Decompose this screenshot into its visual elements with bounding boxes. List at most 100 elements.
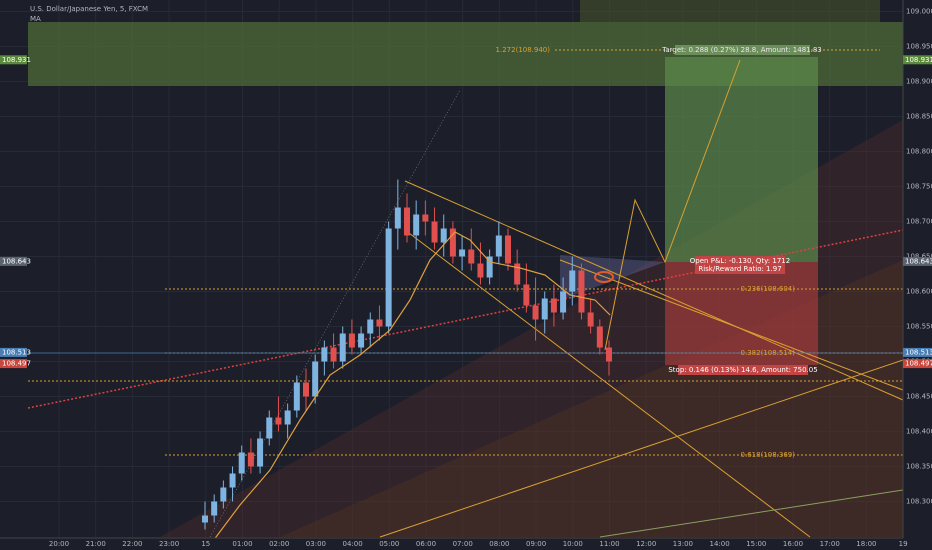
fib-label: 0.618(108.369)	[741, 451, 796, 459]
time-tick-label: 05:00	[379, 540, 399, 548]
moving-average	[209, 231, 611, 546]
time-tick-label: 01:00	[232, 540, 252, 548]
price-tick-label: 108.800	[906, 148, 932, 156]
time-tick-label: 07:00	[453, 540, 473, 548]
target-label: Target: 0.288 (0.27%) 28.8, Amount: 1481…	[661, 46, 822, 54]
price-tick-label: 109.000	[906, 8, 932, 16]
projection	[604, 59, 741, 351]
axis-labels: 109.000 108.950 108.900 108.850 108.800 108.7…	[0, 8, 932, 548]
candle-body	[220, 487, 227, 502]
candle-body	[514, 263, 521, 285]
candle-body	[495, 235, 502, 257]
candle-body	[229, 473, 236, 488]
upper-band	[580, 0, 880, 22]
candle-body	[550, 298, 557, 313]
eye-icon	[594, 271, 614, 283]
time-tick-label: 09:00	[526, 540, 546, 548]
candle-body	[505, 235, 511, 264]
price-tick-label: 108.850	[906, 113, 932, 121]
candle-body	[477, 263, 484, 278]
time-tick-label: 04:00	[343, 540, 363, 548]
candle-body	[578, 270, 585, 313]
price-tag	[903, 256, 932, 266]
candle-body	[358, 333, 365, 348]
candle-body	[413, 214, 420, 236]
price-tick-label: 108.950	[906, 43, 932, 51]
fan-line	[599, 489, 904, 538]
pnl-label: Open P&L: -0.130, Qty: 1712	[690, 257, 790, 265]
candle-body	[376, 319, 383, 327]
price-tag-label: 108.643	[905, 257, 932, 265]
time-tick-label: 15	[201, 540, 210, 548]
price-tick-label: 108.550	[906, 323, 932, 331]
time-tick-label: 17:00	[820, 540, 840, 548]
time-tick-label: 15:00	[746, 540, 766, 548]
candle-body	[459, 249, 466, 257]
price-tick-label: 108.600	[906, 288, 932, 296]
price-tick-label: 108.350	[906, 463, 932, 471]
price-tick-label: 108.400	[906, 428, 932, 436]
target-box	[675, 45, 810, 55]
candle-body	[247, 452, 254, 467]
price-tag	[0, 359, 27, 369]
time-tick-label: 02:00	[269, 540, 289, 548]
price-tag	[0, 256, 27, 266]
time-tick-label: 03:00	[306, 540, 326, 548]
candle-body	[367, 319, 374, 334]
candle-body	[238, 452, 245, 474]
price-tag-label: 108.497	[905, 360, 932, 368]
price-tick-label: 108.450	[906, 393, 932, 401]
candle-body	[449, 228, 456, 257]
candle-body	[440, 228, 447, 243]
candle-body	[275, 417, 282, 425]
price-tick-label: 108.700	[906, 218, 932, 226]
candle-body	[486, 256, 493, 278]
price-axis	[903, 0, 932, 550]
price-tag	[0, 55, 27, 65]
fan-line	[559, 259, 904, 391]
candle-body	[303, 382, 309, 397]
candle-body	[596, 326, 603, 348]
price-tag	[903, 347, 932, 357]
candle-body	[422, 214, 429, 222]
candle-body	[348, 333, 355, 348]
candle-body	[321, 347, 328, 362]
candle-body	[431, 221, 438, 243]
candle-body	[293, 382, 300, 411]
candle-body	[587, 312, 594, 327]
candle-body	[284, 410, 291, 425]
price-tag-label: 108.513	[2, 348, 31, 356]
candle-body	[257, 438, 264, 467]
candle-body	[202, 515, 208, 523]
rr-label: Risk/Reward Ratio: 1.97	[698, 265, 781, 273]
time-tick-label: 08:00	[489, 540, 509, 548]
price-tick-label: 108.750	[906, 183, 932, 191]
candle-body	[468, 249, 475, 264]
price-tag	[903, 55, 932, 65]
candle-body	[211, 501, 218, 516]
price-tag	[903, 359, 932, 369]
channel-line	[404, 229, 811, 538]
price-tag-label: 108.513	[905, 348, 932, 356]
candle-body	[560, 291, 567, 313]
symbol-title: U.S. Dollar/Japanese Yen, 5, FXCM	[30, 5, 148, 13]
fan-line	[379, 359, 904, 538]
time-tick-label: 21:00	[86, 540, 106, 548]
candle-body	[339, 333, 346, 362]
time-tick-label: 16:00	[783, 540, 803, 548]
candle-body	[523, 284, 530, 306]
time-tick-label: 18:00	[856, 540, 876, 548]
price-tick-label: 108.300	[906, 498, 932, 506]
time-tick-label: 13:00	[673, 540, 693, 548]
time-tick-label: 23:00	[159, 540, 179, 548]
stop-label: Stop: 0.146 (0.13%) 14.6, Amount: 750.05	[668, 366, 817, 374]
candle-body	[532, 305, 539, 320]
price-tag-label: 108.643	[2, 257, 31, 265]
candle-body	[606, 347, 612, 362]
candle-body	[404, 207, 410, 236]
time-tick-label: 06:00	[416, 540, 436, 548]
candle-body	[541, 298, 548, 320]
candle-body	[312, 361, 319, 397]
stop-box	[678, 365, 808, 375]
